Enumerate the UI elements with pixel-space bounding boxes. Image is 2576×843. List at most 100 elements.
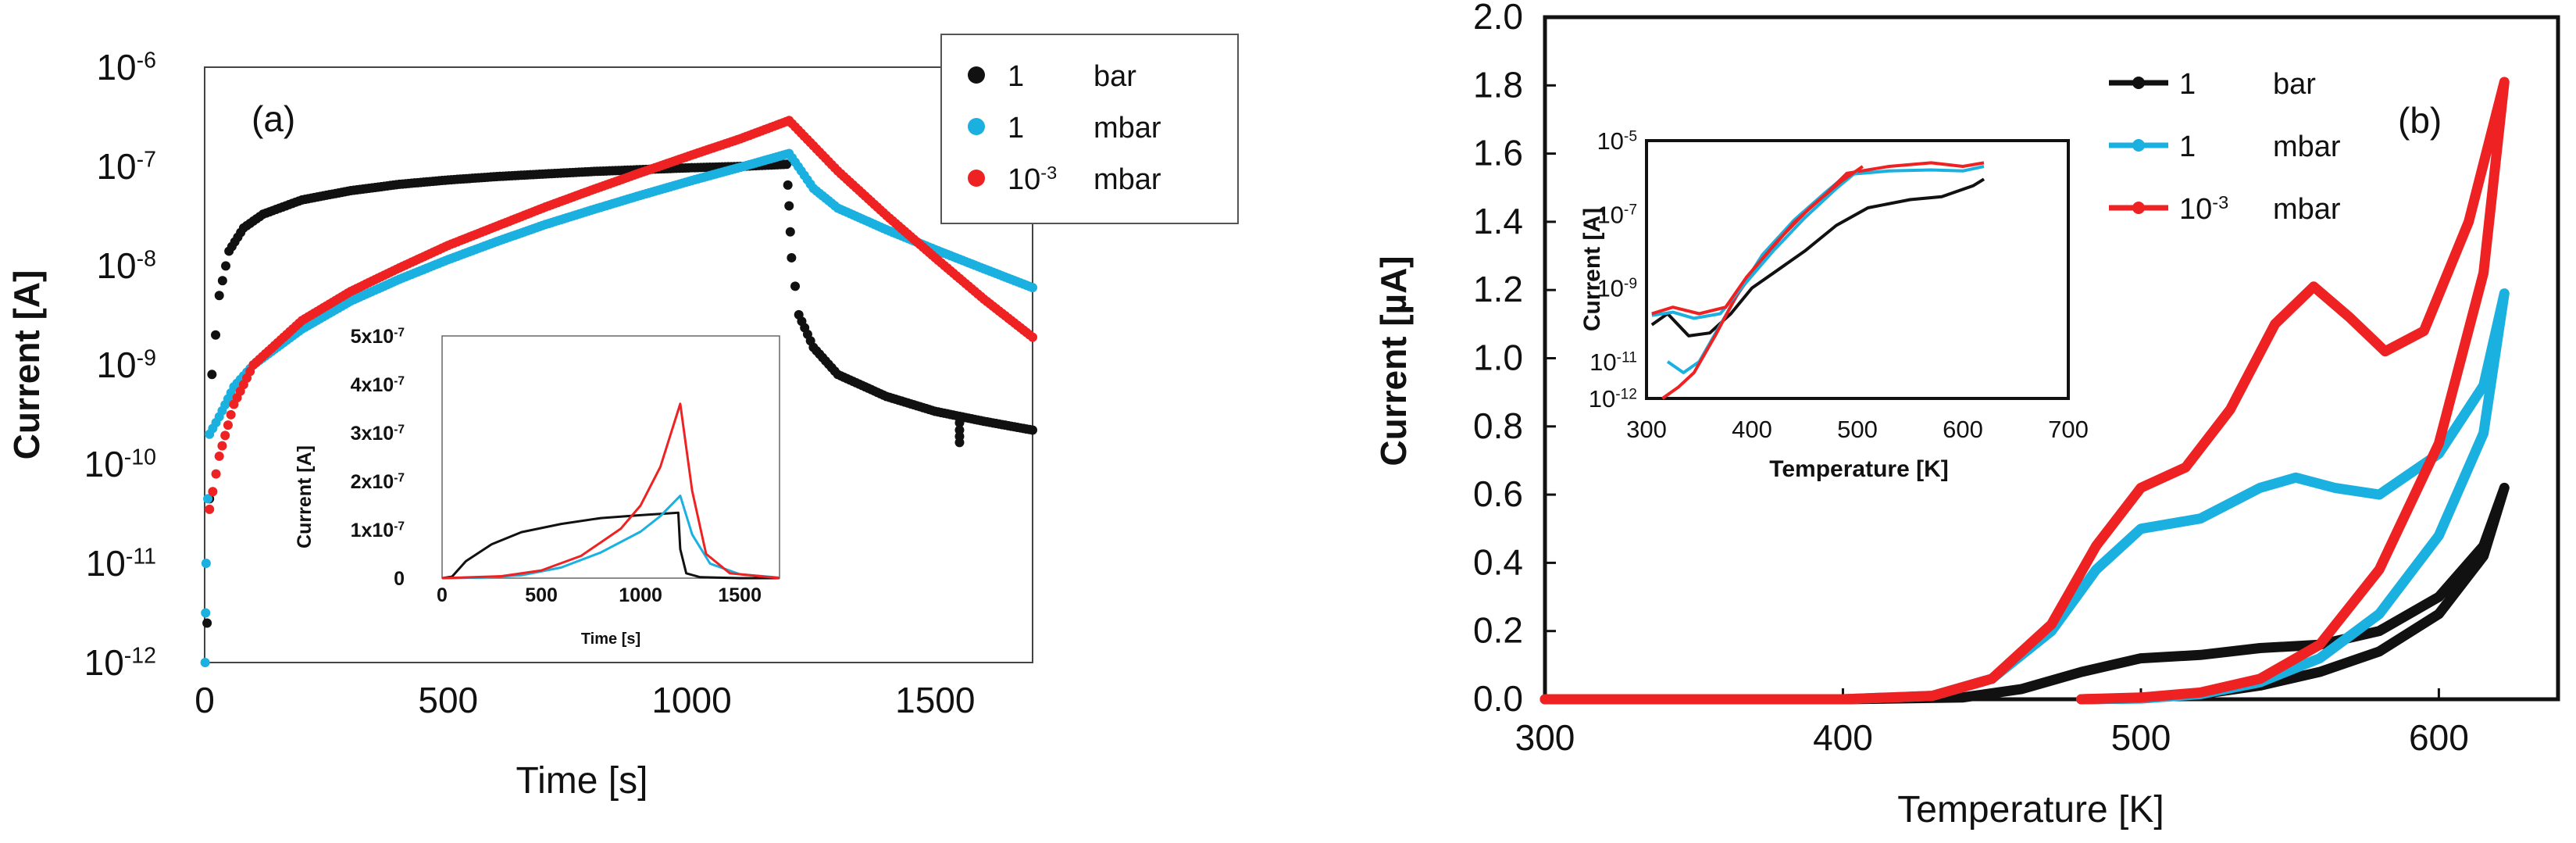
legend-unit: mbar [1094, 163, 1161, 196]
plot-frame [204, 66, 1033, 663]
data-point [954, 418, 965, 428]
y-tick-label: 10-12 [84, 642, 156, 683]
data-point [1028, 283, 1037, 293]
data-point [211, 469, 221, 479]
legend-marker [2132, 139, 2145, 152]
data-point [954, 438, 965, 448]
inset-series-line [1651, 170, 1859, 320]
legend-label: 10-3 [1008, 163, 1057, 196]
x-tick-label: 400 [1813, 717, 1873, 758]
inset-series-line [441, 402, 780, 580]
x-tick-label: 0 [194, 680, 215, 720]
data-point [1028, 332, 1037, 342]
legend-unit: bar [2273, 68, 2316, 101]
inset-x-tick-label: 0 [437, 584, 448, 606]
legend: 1 bar 1 mbar 10-3 mbar [940, 34, 1239, 224]
legend-label: 1 [2179, 130, 2196, 163]
inset-y-tick-label: 5x10-7 [351, 326, 405, 348]
y-tick-label: 10-11 [86, 543, 156, 584]
y-tick-label: 0.2 [1473, 610, 1523, 651]
inset-y-tick-label: 1x10-7 [351, 520, 405, 541]
data-point [201, 559, 211, 568]
inset-series-line [1651, 165, 1864, 316]
y-tick-label: 1.4 [1473, 201, 1523, 241]
x-tick-label: 600 [2409, 717, 2469, 758]
x-axis-label: Time [s] [516, 760, 648, 802]
data-point [782, 159, 792, 170]
data-point [1028, 425, 1037, 435]
y-tick-label: 0.6 [1473, 473, 1523, 514]
y-tick-label: 10-9 [96, 345, 156, 385]
panel-b: 0.0 0.2 0.4 0.6 0.8 1.0 1.2 1.4 1.6 1.8 2.0 300 400 5… [1373, 0, 2560, 830]
inset-x-tick-label: 400 [1732, 416, 1772, 443]
data-point [200, 658, 210, 667]
inset-y-tick-label: 4x10-7 [351, 374, 405, 396]
data-point [221, 261, 231, 271]
inset-frame [441, 335, 780, 579]
inset-x-tick-label: 1500 [718, 584, 762, 606]
data-point [226, 409, 236, 420]
y-axis-label: Current [A] [6, 270, 47, 460]
data-point [217, 276, 227, 286]
data-point [214, 451, 224, 461]
y-tick-label: 10-7 [96, 146, 156, 187]
legend-marker [2132, 77, 2145, 89]
legend-label: 1 [1008, 60, 1024, 93]
inset-b: 10-5 10-7 10-9 10-11 10-12 300 400 500 600 700 Tem… [1579, 127, 2089, 482]
series-line [1540, 77, 2510, 705]
y-tick-label: 1.0 [1473, 338, 1523, 378]
legend-unit: mbar [2273, 193, 2341, 226]
data-point [790, 281, 801, 291]
inset-y-tick-label: 10-12 [1589, 385, 1637, 413]
data-point [217, 441, 227, 451]
y-tick-label: 1.6 [1473, 133, 1523, 173]
inset-y-tick-label: 10-7 [1597, 201, 1637, 228]
inset-x-tick-label: 700 [2048, 416, 2089, 443]
inset-x-tick-label: 1000 [619, 584, 662, 606]
inset-a: 0 1x10-7 2x10-7 3x10-7 4x10-7 5x10-7 0 500 1000 1… [294, 326, 780, 648]
inset-y-tick-label: 3x10-7 [351, 423, 405, 445]
inset-y-tick-label: 10-5 [1597, 127, 1637, 155]
series-line [1540, 482, 2510, 705]
inset-x-tick-label: 300 [1626, 416, 1667, 443]
data-point [207, 370, 217, 380]
x-axis-label: Temperature [K] [1897, 789, 2164, 830]
x-tick-label: 1500 [895, 680, 975, 720]
x-tick-label: 500 [418, 680, 478, 720]
inset-y-tick-label: 0 [394, 568, 405, 590]
legend-label: 1 [2179, 68, 2196, 101]
legend: 1 bar 1 mbar 10-3 mbar [2109, 68, 2341, 226]
inset-frame [1645, 139, 2070, 400]
panel-label: (a) [252, 98, 295, 139]
data-point [208, 487, 218, 497]
y-tick-label: 0.0 [1473, 678, 1523, 719]
y-tick-label: 0.8 [1473, 405, 1523, 446]
legend-unit: mbar [2273, 130, 2341, 163]
data-point [202, 618, 212, 628]
inset-y-tick-label: 10-11 [1589, 348, 1637, 376]
inset-x-tick-label: 500 [1837, 416, 1878, 443]
inset-y-axis-label: Current [A] [1579, 208, 1605, 331]
inset-y-tick-label: 10-9 [1597, 275, 1637, 302]
inset-series-line [441, 511, 780, 580]
legend-label: 1 [1008, 112, 1024, 145]
panel-a: 10-6 10-7 10-8 10-9 10-10 10-11 10-12 0 500 1000 1… [6, 34, 1239, 802]
panel-label: (b) [2398, 100, 2442, 141]
y-axis-label: Current [µA] [1373, 255, 1414, 466]
inset-x-tick-label: 600 [1943, 416, 1983, 443]
legend-unit: bar [1094, 60, 1136, 93]
x-tick-label: 300 [1515, 717, 1575, 758]
legend-unit: mbar [1094, 112, 1161, 145]
x-tick-label: 500 [2111, 717, 2171, 758]
series-10-3-mbar [205, 116, 1037, 514]
data-point [784, 201, 794, 211]
inset-x-axis-label: Temperature [K] [1769, 456, 1948, 482]
data-point [214, 291, 224, 301]
inset-y-axis-label: Current [A] [294, 445, 316, 548]
y-tick-label: 1.8 [1473, 64, 1523, 105]
data-point [223, 420, 233, 430]
data-point [220, 430, 230, 441]
inset-series-line [1650, 177, 1986, 338]
legend-label: 10-3 [2179, 192, 2228, 226]
